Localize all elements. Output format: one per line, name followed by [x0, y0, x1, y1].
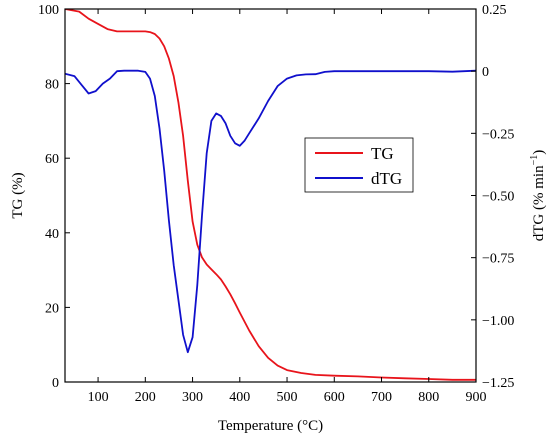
y-left-tick-label: 100 — [38, 3, 59, 18]
y-right-tick-label: −0.50 — [482, 190, 514, 205]
legend: TG dTG — [304, 137, 414, 193]
y-left-axis-title: TG (%) — [10, 172, 26, 218]
y-left-tick-label: 60 — [45, 152, 59, 167]
y-right-tick-label: −0.25 — [482, 127, 514, 142]
x-tick-label: 900 — [466, 390, 487, 405]
x-tick-label: 300 — [182, 390, 203, 405]
y-right-tick-label: −0.75 — [482, 252, 514, 267]
y-left-tick-label: 20 — [45, 301, 59, 316]
labels-layer: 100 200 300 400 500 600 700 800 900 0 20 40 60 80 100 −… — [38, 3, 514, 405]
x-tick-label: 400 — [229, 390, 250, 405]
ticks-layer — [65, 8, 477, 383]
legend-box — [304, 137, 414, 193]
y-right-title-close: ) — [531, 150, 547, 155]
y-left-tick-label: 0 — [52, 376, 59, 391]
x-tick-label: 500 — [277, 390, 298, 405]
x-tick-label: 700 — [371, 390, 392, 405]
x-tick-label: 200 — [135, 390, 156, 405]
legend-label-dtg: dTG — [371, 169, 402, 188]
y-right-title-base: dTG (% min — [531, 165, 547, 241]
plot-frame — [64, 8, 477, 383]
y-right-tick-label: −1.25 — [482, 376, 514, 391]
x-tick-label: 800 — [418, 390, 439, 405]
y-right-tick-label: −1.00 — [482, 314, 514, 329]
y-left-tick-label: 80 — [45, 78, 59, 93]
y-right-title-superscript: −1 — [529, 155, 540, 166]
series-line-tg — [65, 9, 476, 381]
y-right-tick-label: 0.25 — [482, 3, 507, 18]
y-right-tick-label: 0 — [482, 65, 489, 80]
x-tick-label: 100 — [88, 390, 109, 405]
x-tick-label: 600 — [324, 390, 345, 405]
y-left-tick-label: 40 — [45, 227, 59, 242]
series-line-dtg — [65, 69, 476, 354]
series-layer — [65, 9, 476, 381]
x-axis-title: Temperature (°C) — [218, 418, 323, 434]
y-right-axis-title: dTG (% min−1) — [529, 150, 547, 241]
legend-label-tg: TG — [371, 144, 394, 163]
